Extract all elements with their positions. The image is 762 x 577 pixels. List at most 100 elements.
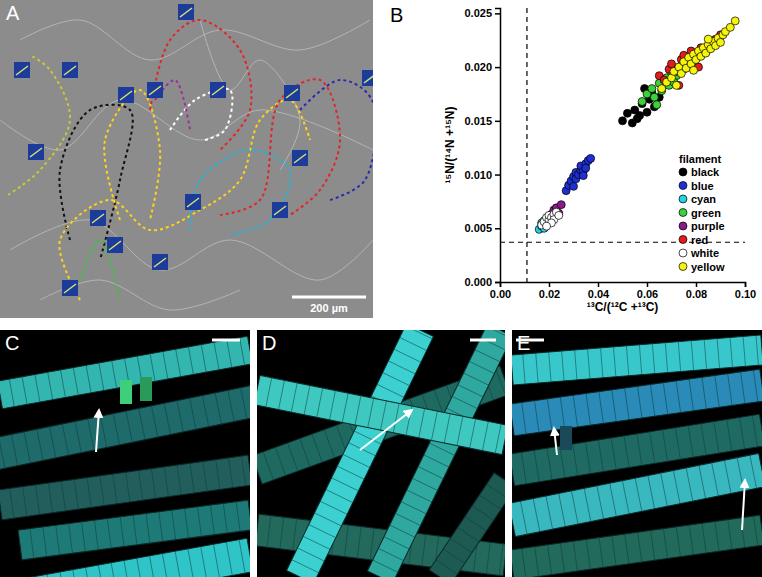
- cell-wall: [50, 427, 56, 458]
- filament-trace: [8, 55, 70, 195]
- analysis-region: [107, 237, 123, 253]
- cell-wall: [214, 342, 219, 370]
- filament-texture: [200, 20, 300, 170]
- cell-wall: [663, 383, 667, 415]
- filament: [512, 515, 762, 577]
- cell-wall: [48, 483, 52, 513]
- cell-wall: [562, 351, 564, 381]
- cell-wall: [534, 450, 539, 482]
- tick: 0.00: [490, 282, 511, 300]
- tick: 0.015: [464, 115, 500, 127]
- cell-wall: [388, 361, 415, 374]
- cell-wall: [176, 349, 181, 377]
- cell-wall: [288, 443, 298, 471]
- cell-wall: [47, 574, 53, 577]
- cell-wall: [663, 430, 668, 462]
- tick-mark: [495, 13, 500, 15]
- filament-trace: [59, 105, 132, 260]
- cell-wall: [727, 419, 732, 451]
- tick: 0.005: [464, 222, 500, 234]
- cell-wall: [330, 391, 336, 420]
- legend-swatch: [679, 168, 687, 176]
- cell-wall: [533, 498, 540, 531]
- cell-wall: [624, 436, 629, 468]
- cell-wall: [172, 510, 176, 540]
- cell-wall: [279, 380, 285, 409]
- cell-wall: [62, 424, 68, 455]
- analysis-region: [284, 85, 300, 101]
- cell-wall: [714, 421, 719, 453]
- cell-wall: [342, 393, 348, 422]
- reference-line: [500, 242, 745, 243]
- cell-wall: [201, 547, 207, 577]
- cell-wall: [10, 488, 14, 518]
- cell-wall: [611, 438, 616, 470]
- cell-wall: [267, 516, 271, 548]
- legend-label: red: [691, 234, 708, 246]
- cell-wall: [43, 527, 47, 557]
- cell-wall: [419, 408, 425, 437]
- cell-wall: [126, 411, 132, 442]
- cell-wall: [424, 455, 449, 467]
- cell-wall: [586, 393, 590, 425]
- analysis-region: [28, 144, 44, 160]
- cell-wall: [343, 454, 370, 467]
- data-point: [690, 66, 698, 74]
- figure: 200 µmAB0.000.020.040.060.080.100.0000.0…: [0, 0, 762, 577]
- cell-wall: [203, 461, 207, 491]
- cell-wall: [431, 411, 437, 440]
- tick-label: 0.04: [588, 288, 610, 300]
- filament-body: [367, 330, 505, 577]
- tick-label: 0.010: [464, 169, 492, 181]
- data-point: [704, 35, 712, 43]
- cell-wall: [728, 520, 732, 550]
- cell-wall: [30, 529, 34, 559]
- analysis-region-filament: [294, 154, 306, 163]
- highlighted-cell: [120, 380, 132, 404]
- cell-wall: [452, 396, 477, 408]
- cell-wall: [450, 538, 472, 552]
- filament: [0, 336, 250, 409]
- panel-label: C: [5, 332, 19, 354]
- cell-wall: [150, 556, 156, 577]
- cell-wall: [175, 551, 181, 577]
- data-point: [717, 38, 725, 46]
- cell-wall: [48, 372, 53, 400]
- cell-wall: [151, 406, 157, 437]
- cell-wall: [465, 517, 487, 531]
- cell-wall: [188, 549, 194, 577]
- cell-wall: [164, 403, 170, 434]
- cell-wall: [100, 476, 104, 506]
- cell-wall: [560, 446, 565, 478]
- cell-wall: [23, 487, 27, 517]
- cell-wall: [521, 452, 526, 484]
- cell-wall: [712, 463, 719, 496]
- filament: [429, 473, 505, 577]
- analysis-region: [14, 62, 30, 78]
- cell-wall: [673, 470, 680, 503]
- analysis-region-filament: [364, 74, 373, 83]
- cell-wall: [701, 424, 706, 456]
- cell-wall: [236, 502, 240, 532]
- cell-wall: [126, 472, 130, 502]
- panel-d: D: [252, 323, 516, 577]
- cell-wall: [303, 536, 330, 549]
- cell-wall: [586, 442, 591, 474]
- cell-wall: [443, 549, 465, 563]
- cell-wall: [201, 345, 206, 373]
- axis-line: [501, 283, 746, 288]
- data-point: [619, 117, 627, 125]
- tick-mark: [549, 282, 551, 287]
- cell-wall: [75, 421, 81, 452]
- cell-wall: [111, 563, 117, 577]
- cell-wall: [651, 530, 655, 560]
- analysis-region: [152, 254, 168, 270]
- cell-wall: [139, 408, 145, 439]
- cell-wall: [741, 372, 745, 404]
- panel-e: E: [509, 330, 762, 577]
- cell-wall: [457, 416, 463, 445]
- cell-wall: [304, 385, 310, 414]
- cell-wall: [312, 434, 322, 462]
- cell-wall: [625, 388, 629, 420]
- cell-wall: [210, 505, 214, 535]
